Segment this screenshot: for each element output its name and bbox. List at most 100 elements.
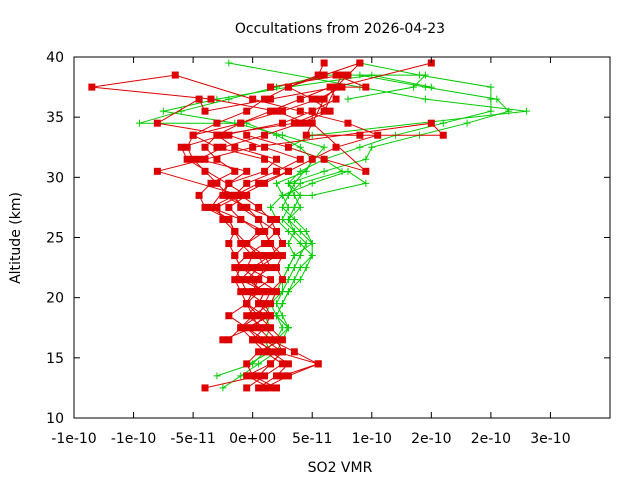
data-point xyxy=(278,191,286,199)
data-point xyxy=(237,264,245,272)
data-point xyxy=(267,240,275,248)
data-point xyxy=(267,95,275,103)
data-point xyxy=(189,131,197,139)
data-point xyxy=(195,191,203,199)
data-point xyxy=(284,264,292,272)
data-point xyxy=(255,179,263,187)
data-point xyxy=(207,179,215,187)
y-tick-label: 10 xyxy=(46,411,64,427)
data-point xyxy=(356,59,364,67)
data-point xyxy=(213,95,221,103)
data-point xyxy=(183,143,191,151)
data-point xyxy=(338,83,346,91)
y-tick-label: 15 xyxy=(46,351,64,367)
data-point xyxy=(267,288,275,296)
data-point xyxy=(344,95,352,103)
data-point xyxy=(362,167,370,175)
data-point xyxy=(261,95,269,103)
data-point xyxy=(249,95,257,103)
data-point xyxy=(421,83,429,91)
data-point xyxy=(249,143,257,151)
data-point xyxy=(255,288,263,296)
data-point xyxy=(278,240,286,248)
data-point xyxy=(487,95,495,103)
x-tick-label: -5e-11 xyxy=(170,431,215,447)
data-point xyxy=(284,215,292,223)
data-point xyxy=(225,240,233,248)
data-point xyxy=(249,312,257,320)
data-point xyxy=(213,143,221,151)
data-point xyxy=(261,312,269,320)
data-point xyxy=(231,264,239,272)
data-point xyxy=(278,119,286,127)
data-point xyxy=(296,107,304,115)
data-point xyxy=(231,191,239,199)
data-point xyxy=(225,131,233,139)
data-point xyxy=(362,83,370,91)
data-point xyxy=(207,95,215,103)
data-point xyxy=(302,119,310,127)
data-point xyxy=(201,155,209,163)
data-point xyxy=(272,252,280,260)
data-point xyxy=(290,264,298,272)
series-layer xyxy=(88,59,531,392)
data-point xyxy=(284,276,292,284)
profile-line xyxy=(155,62,432,389)
data-point xyxy=(272,131,280,139)
data-point xyxy=(332,71,340,79)
data-point xyxy=(368,143,376,151)
data-point xyxy=(261,252,269,260)
data-point xyxy=(308,107,316,115)
data-point xyxy=(171,71,179,79)
data-point xyxy=(255,312,263,320)
data-point xyxy=(267,348,275,356)
data-point xyxy=(290,179,298,187)
data-point xyxy=(261,300,269,308)
data-point xyxy=(225,179,233,187)
data-point xyxy=(88,83,96,91)
data-point xyxy=(255,203,263,211)
data-point xyxy=(237,119,245,127)
data-point xyxy=(296,143,304,151)
data-point xyxy=(261,384,269,392)
data-point xyxy=(332,83,340,91)
data-point xyxy=(249,276,257,284)
data-point xyxy=(177,143,185,151)
data-point xyxy=(201,107,209,115)
data-point xyxy=(314,95,322,103)
y-tick-label: 30 xyxy=(46,170,64,186)
data-point xyxy=(225,215,233,223)
data-point xyxy=(320,107,328,115)
data-point xyxy=(255,215,263,223)
data-point xyxy=(249,252,257,260)
data-point xyxy=(219,336,227,344)
data-point xyxy=(213,155,221,163)
data-point xyxy=(272,227,280,235)
data-point xyxy=(267,324,275,332)
data-point xyxy=(267,215,275,223)
data-point xyxy=(308,179,316,187)
data-point xyxy=(243,288,251,296)
data-point xyxy=(493,95,501,103)
data-point xyxy=(278,131,286,139)
data-point xyxy=(320,59,328,67)
data-point xyxy=(243,131,251,139)
data-point xyxy=(267,264,275,272)
x-axis-label: SO2 VMR xyxy=(308,460,373,476)
data-point xyxy=(249,264,257,272)
data-point xyxy=(261,348,269,356)
data-point xyxy=(284,179,292,187)
data-point xyxy=(237,240,245,248)
data-point xyxy=(225,312,233,320)
data-point xyxy=(278,288,286,296)
data-point xyxy=(267,336,275,344)
data-point xyxy=(284,240,292,248)
data-point xyxy=(243,276,251,284)
data-point xyxy=(272,107,280,115)
x-tick-label: 2e-10 xyxy=(411,431,451,447)
data-point xyxy=(326,83,334,91)
data-point xyxy=(421,71,429,79)
data-point xyxy=(219,215,227,223)
data-point xyxy=(290,252,298,260)
data-point xyxy=(284,203,292,211)
